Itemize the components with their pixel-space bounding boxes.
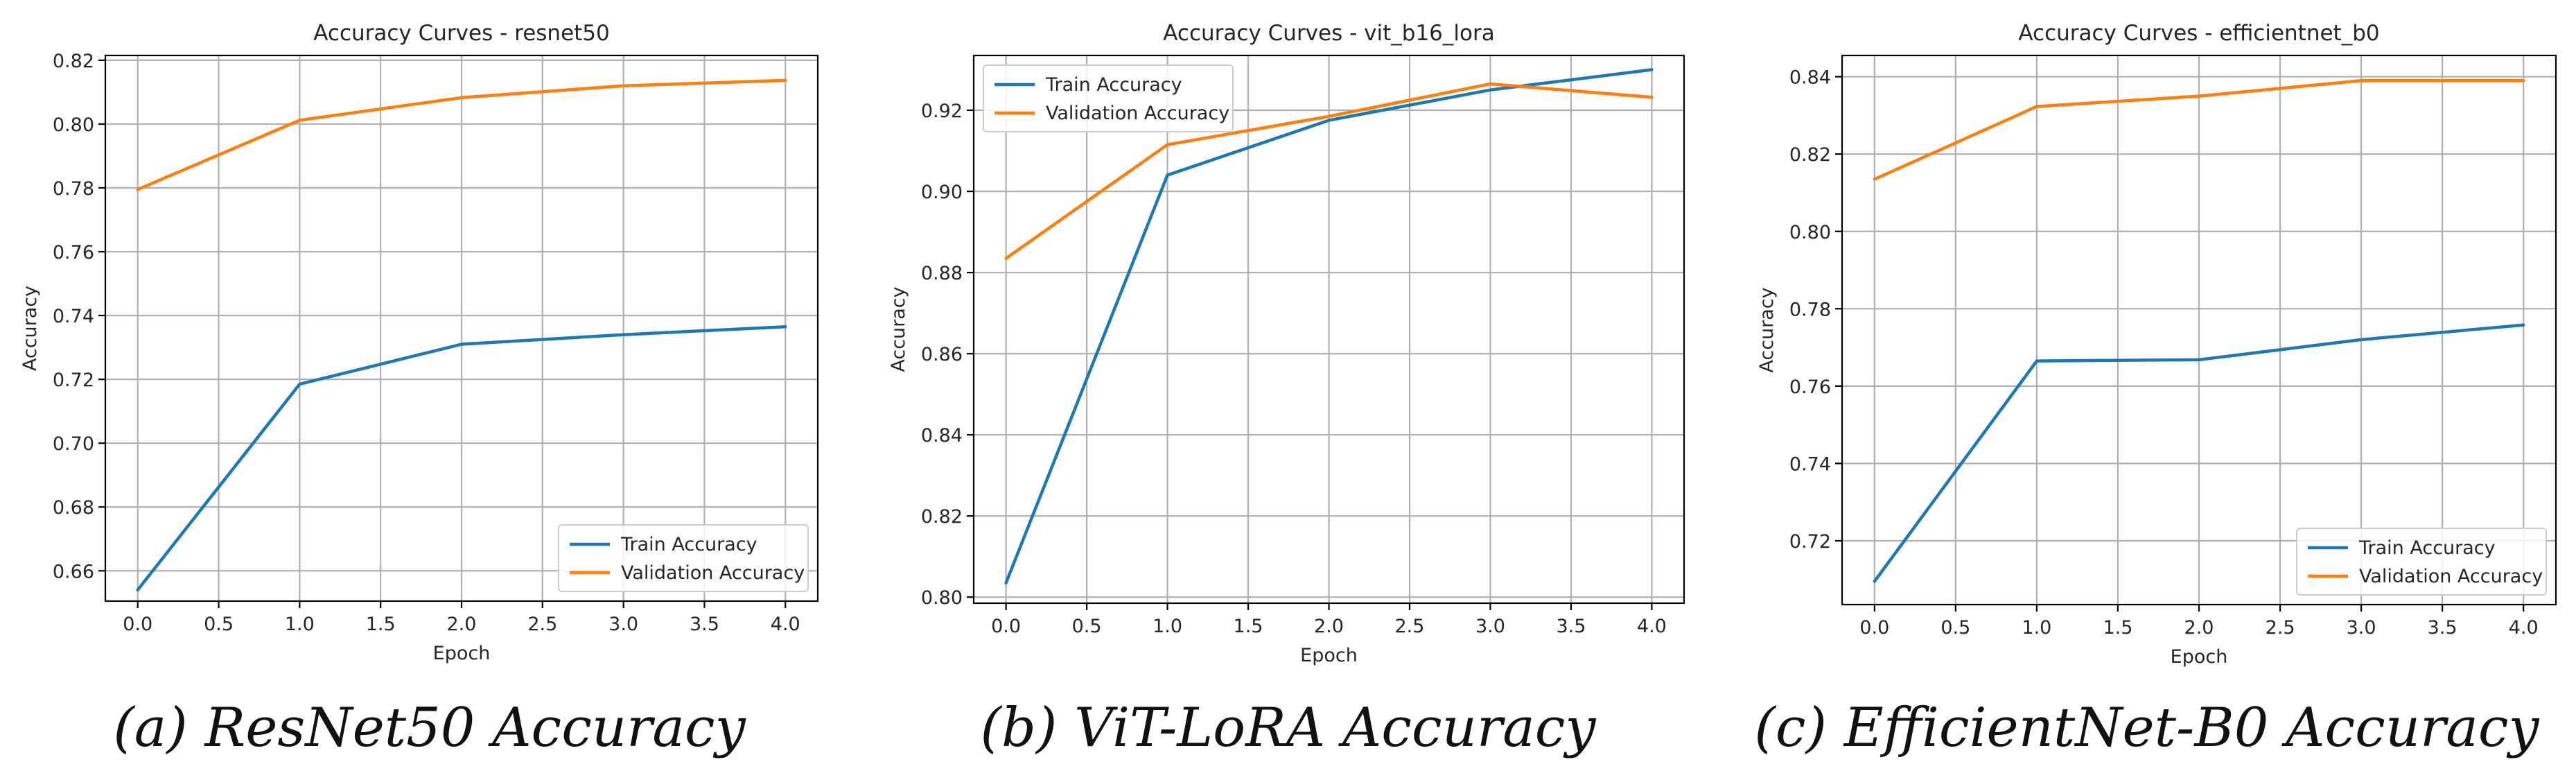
x-tick-label: 3.0 xyxy=(1475,616,1505,637)
legend-box xyxy=(983,64,1234,132)
legend-validation-label: Validation Accuracy xyxy=(2359,566,2543,587)
x-tick-label: 2.0 xyxy=(2184,617,2214,639)
x-tick-label: 4.0 xyxy=(771,614,800,635)
y-tick-label: 0.72 xyxy=(1789,531,1831,553)
y-tick-label: 0.72 xyxy=(53,370,94,391)
validation-accuracy-line xyxy=(1873,79,2525,181)
x-tick-label: 1.0 xyxy=(2022,617,2051,639)
chart-title: Accuracy Curves - resnet50 xyxy=(313,21,610,46)
x-tick-label: 1.5 xyxy=(1234,616,1263,637)
x-tick-label: 1.5 xyxy=(2103,617,2132,639)
legend-box xyxy=(2296,528,2547,596)
x-tick-label: 2.5 xyxy=(2266,617,2295,639)
x-tick-label: 4.0 xyxy=(1637,616,1667,637)
x-tick-label: 0.5 xyxy=(204,614,234,635)
y-tick-label: 0.80 xyxy=(53,114,94,136)
y-tick-label: 0.74 xyxy=(53,306,94,327)
x-tick-label: 0.0 xyxy=(1859,617,1889,639)
y-tick-label: 0.66 xyxy=(53,561,94,582)
x-tick-label: 1.5 xyxy=(366,614,396,635)
y-tick-label: 0.68 xyxy=(53,497,94,519)
y-tick-label: 0.70 xyxy=(53,433,94,455)
chart-panel-efficientnet-b0: 0.0 0.5 1.0 1.5 2.0 2.5 3.0 3.5 4.0 0.72 0.74 0.76 0… xyxy=(1756,21,2557,668)
x-tick-label: 0.5 xyxy=(1072,616,1102,637)
y-axis-label: Accuracy xyxy=(1756,287,1778,372)
legend-validation-label: Validation Accuracy xyxy=(621,562,805,584)
x-tick-label: 2.5 xyxy=(527,614,557,635)
y-tick-label: 0.90 xyxy=(921,182,963,203)
chart-panel-vit-b16-lora: 0.0 0.5 1.0 1.5 2.0 2.5 3.0 3.5 4.0 0.80 0.82 0.84 0… xyxy=(888,21,1685,666)
y-tick-label: 0.82 xyxy=(53,51,94,72)
y-tick-label: 0.84 xyxy=(1789,67,1831,89)
y-tick-label: 0.82 xyxy=(1789,144,1831,166)
y-tick-label: 0.82 xyxy=(921,506,963,528)
y-tick-label: 0.86 xyxy=(921,344,963,365)
y-axis-label: Accuracy xyxy=(19,286,41,371)
x-tick-label: 3.0 xyxy=(608,614,638,635)
x-tick-label: 1.0 xyxy=(1153,616,1182,637)
x-tick-label: 3.5 xyxy=(690,614,719,635)
x-tick-label: 3.5 xyxy=(2428,617,2457,639)
validation-accuracy-line xyxy=(136,78,787,191)
x-axis-label: Epoch xyxy=(433,643,491,664)
x-axis-label: Epoch xyxy=(2171,646,2228,668)
chart-title: Accuracy Curves - vit_b16_lora xyxy=(1163,21,1494,46)
chart-title: Accuracy Curves - efficientnet_b0 xyxy=(2018,21,2379,46)
y-tick-label: 0.92 xyxy=(921,101,963,122)
y-tick-label: 0.84 xyxy=(921,425,963,447)
legend-box xyxy=(558,524,809,592)
x-tick-label: 3.0 xyxy=(2347,617,2376,639)
y-tick-label: 0.80 xyxy=(921,587,963,609)
chart-panel-resnet50: 0.0 0.5 1.0 1.5 2.0 2.5 3.0 3.5 4.0 0.66 0.68 0.70 0… xyxy=(19,21,819,664)
legend-train-label: Train Accuracy xyxy=(620,534,757,555)
legend-validation-label: Validation Accuracy xyxy=(1046,103,1229,124)
y-tick-label: 0.76 xyxy=(1789,376,1831,398)
x-axis-label: Epoch xyxy=(1300,645,1358,666)
caption-resnet50: (a) ResNet50 Accuracy xyxy=(113,697,746,759)
train-accuracy-line xyxy=(1004,68,1654,584)
x-tick-label: 2.5 xyxy=(1395,616,1425,637)
y-tick-label: 0.78 xyxy=(1789,299,1831,320)
train-accuracy-line xyxy=(136,324,787,592)
y-axis-label: Accuracy xyxy=(888,286,909,372)
y-tick-label: 0.74 xyxy=(1789,453,1831,475)
legend-train-label: Train Accuracy xyxy=(2358,537,2496,559)
train-accuracy-line xyxy=(1873,323,2525,583)
y-tick-label: 0.76 xyxy=(53,242,94,263)
x-tick-label: 3.5 xyxy=(1556,616,1586,637)
x-tick-label: 4.0 xyxy=(2509,617,2539,639)
legend-train-label: Train Accuracy xyxy=(1045,74,1182,96)
y-tick-label: 0.78 xyxy=(53,178,94,200)
validation-accuracy-line xyxy=(1004,82,1654,260)
x-tick-label: 1.0 xyxy=(285,614,315,635)
caption-efficientnet-b0: (c) EfficientNet-B0 Accuracy xyxy=(1754,697,2539,759)
x-tick-label: 0.0 xyxy=(991,616,1021,637)
caption-vit-lora: (b) ViT-LoRA Accuracy xyxy=(980,697,1596,759)
x-tick-label: 2.0 xyxy=(447,614,477,635)
x-tick-label: 2.0 xyxy=(1314,616,1344,637)
y-tick-label: 0.80 xyxy=(1789,222,1831,243)
y-tick-label: 0.88 xyxy=(921,263,963,284)
x-tick-label: 0.5 xyxy=(1940,617,1970,639)
x-tick-label: 0.0 xyxy=(123,614,152,635)
